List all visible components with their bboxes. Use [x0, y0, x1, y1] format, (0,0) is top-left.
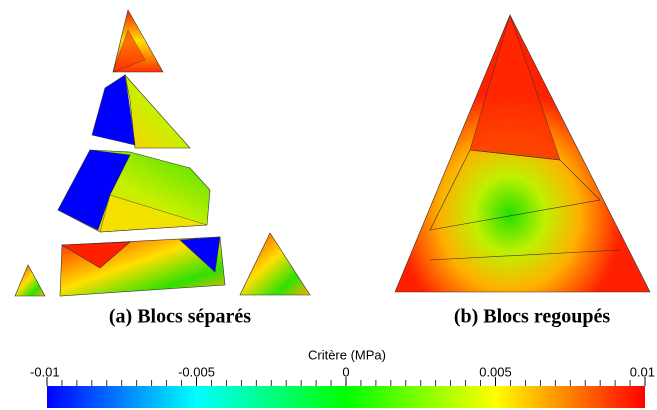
caption: (b) Blocs regoupés — [454, 306, 611, 328]
tick-label: -0.005 — [178, 364, 215, 379]
caption: (a) Blocs séparés — [109, 306, 251, 328]
tick-label: 0.01 — [630, 364, 655, 379]
tick-label: 0.005 — [479, 364, 512, 379]
grouped-blocks — [394, 14, 651, 293]
tick-label: 0 — [342, 364, 349, 379]
separated-blocks — [14, 9, 311, 297]
colorbar-title: Critère (MPa) — [308, 347, 386, 362]
colorbar-ticks: -0.01 -0.005 0 0.005 0.01 — [30, 364, 655, 386]
colorbar — [47, 386, 645, 408]
tick-label: -0.01 — [30, 364, 60, 379]
